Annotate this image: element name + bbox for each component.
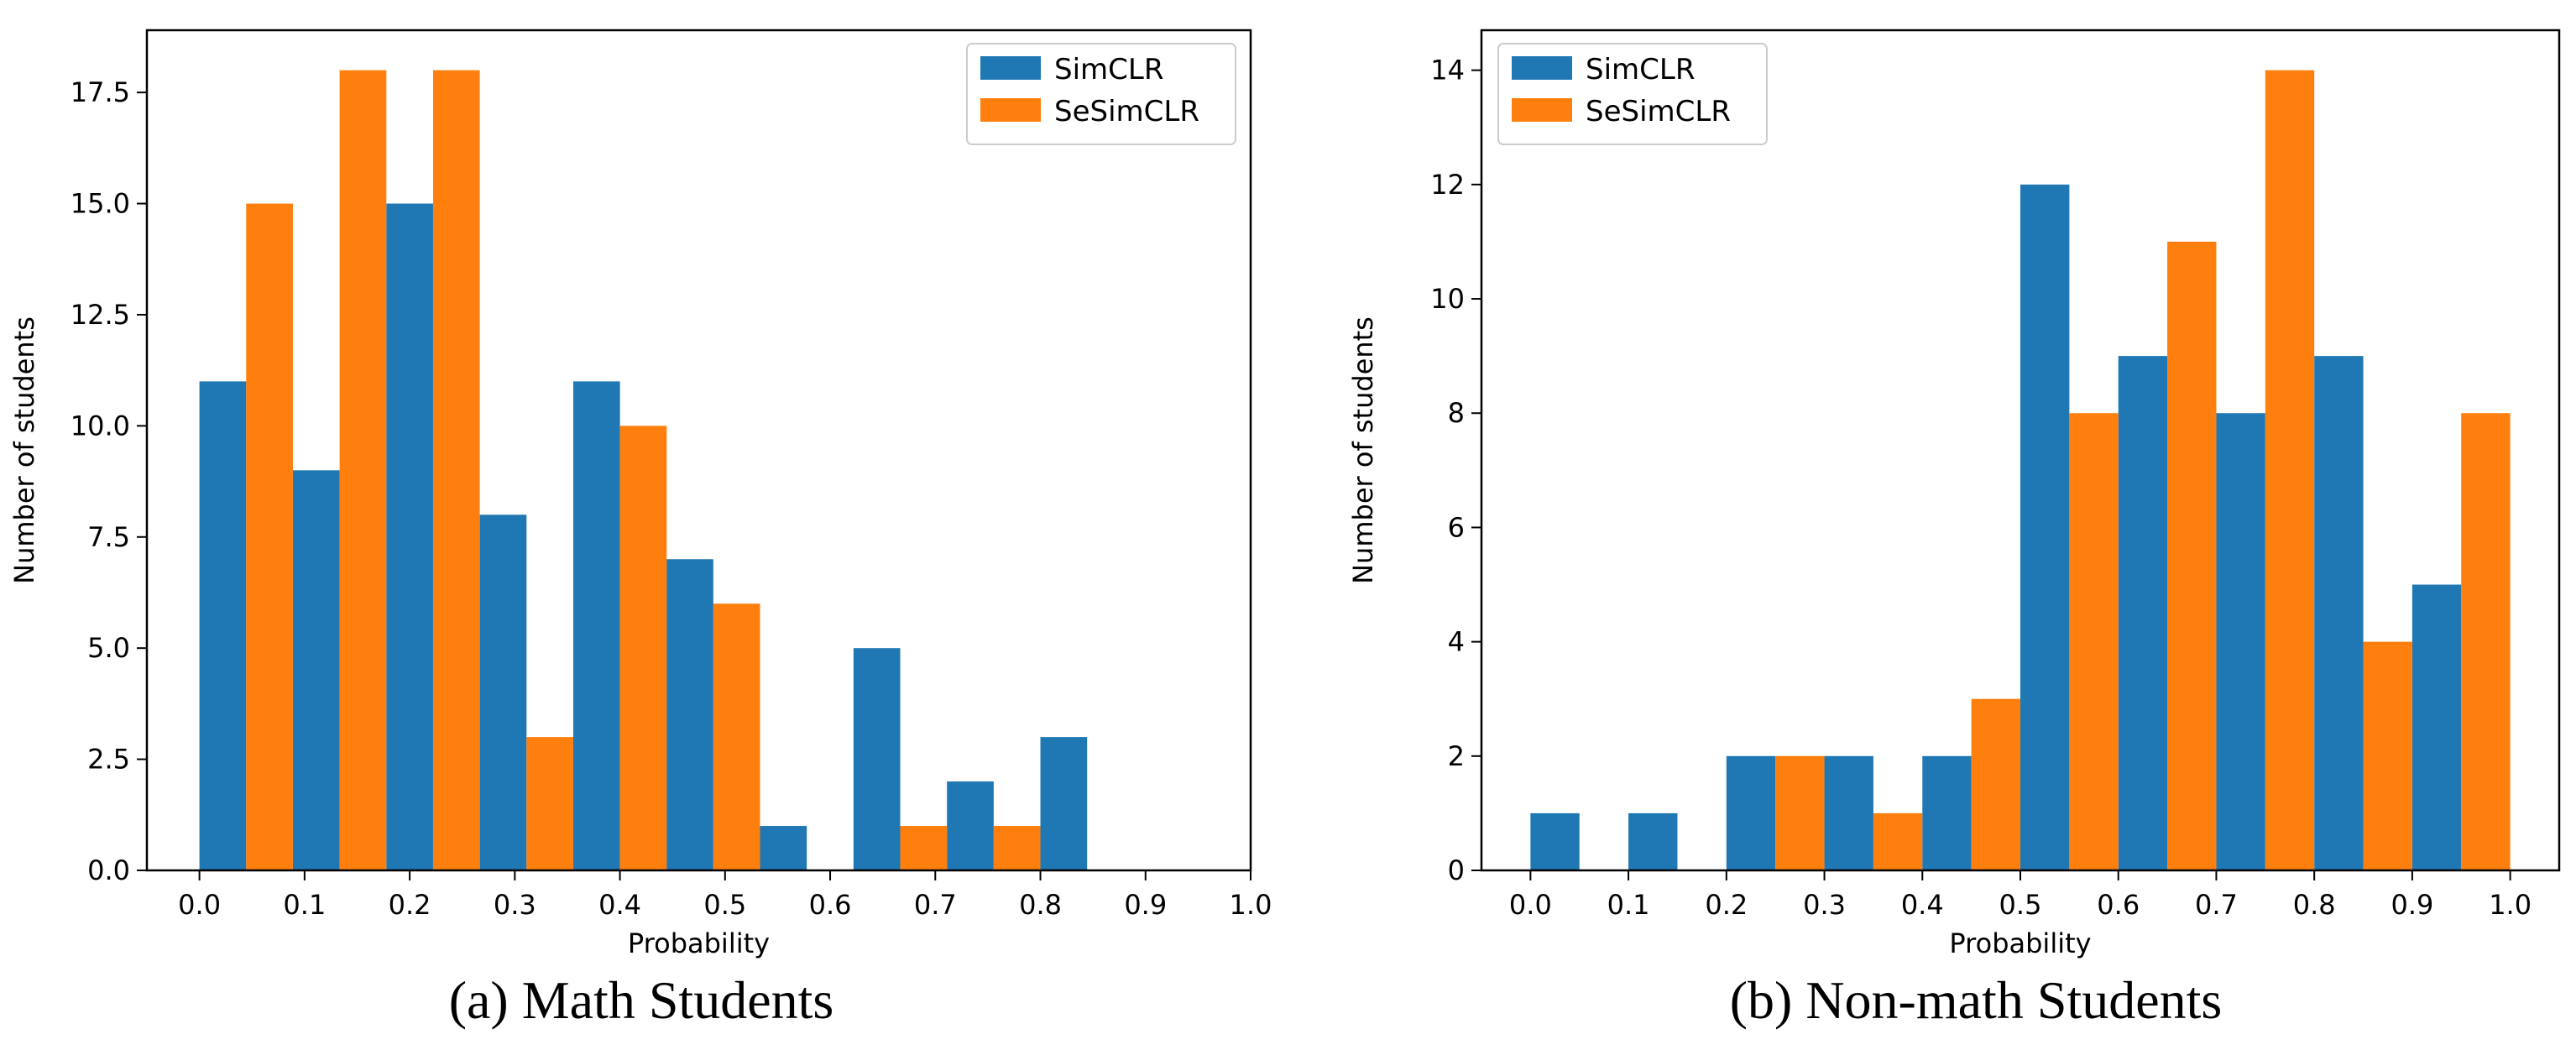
x-axis-label: Probability bbox=[628, 927, 770, 959]
bar-simclr-bin-2 bbox=[1726, 755, 1776, 870]
x-tick-label: 1.0 bbox=[1230, 889, 1272, 921]
bar-sesimclr-bin-9 bbox=[2461, 413, 2511, 870]
bar-simclr-bin-8 bbox=[2314, 356, 2364, 871]
y-tick-label: 5.0 bbox=[87, 632, 130, 664]
x-tick-label: 0.2 bbox=[1705, 889, 1748, 921]
caption-non-math-students: (b) Non-math Students bbox=[1729, 970, 2223, 1030]
x-tick-label: 0.3 bbox=[494, 889, 536, 921]
y-tick-label: 17.5 bbox=[71, 76, 130, 108]
bar-simclr-bin-0 bbox=[1530, 812, 1580, 870]
bar-simclr-bin-3 bbox=[479, 515, 527, 870]
y-tick-label: 15.0 bbox=[71, 188, 130, 220]
x-tick-label: 0.2 bbox=[389, 889, 431, 921]
x-tick-label: 0.9 bbox=[1124, 889, 1167, 921]
y-tick-label: 6 bbox=[1448, 511, 1465, 543]
bar-simclr-bin-4 bbox=[1922, 755, 1972, 870]
bar-simclr-bin-1 bbox=[1628, 812, 1678, 870]
x-tick-label: 1.0 bbox=[2489, 889, 2532, 921]
legend-label-sesimclr: SeSimCLR bbox=[1054, 95, 1199, 128]
y-tick-label: 12.5 bbox=[71, 299, 130, 331]
y-tick-label: 0 bbox=[1448, 854, 1465, 886]
chart-math-students: 0.0 0.1 0.2 0.3 0.4 0.5 0.6 0.7 0.8 0.9 1.0 0.0 2.5 5… bbox=[8, 29, 1272, 959]
y-tick-label: 10.0 bbox=[71, 410, 130, 441]
x-tick-label: 0.6 bbox=[809, 889, 852, 921]
y-tick-label: 12 bbox=[1430, 169, 1465, 201]
axes-frame bbox=[145, 29, 1252, 872]
bar-simclr-bin-7 bbox=[853, 648, 901, 870]
legend-label-simclr: SimCLR bbox=[1054, 53, 1163, 86]
bar-sesimclr-bin-4 bbox=[1971, 698, 2020, 870]
legend-swatch-simclr bbox=[980, 56, 1041, 80]
bar-sesimclr-bin-6 bbox=[2167, 241, 2217, 870]
bar-sesimclr-bin-4 bbox=[619, 426, 667, 870]
bar-sesimclr-bin-7 bbox=[2265, 70, 2315, 870]
legend-label-sesimclr: SeSimCLR bbox=[1586, 95, 1731, 128]
bar-simclr-bin-9 bbox=[1040, 737, 1088, 870]
y-tick-label: 4 bbox=[1448, 626, 1465, 658]
y-axis-label: Number of students bbox=[1347, 316, 1379, 584]
x-tick-label: 0.3 bbox=[1803, 889, 1846, 921]
y-tick-label: 10 bbox=[1430, 283, 1465, 315]
bar-sesimclr-bin-0 bbox=[246, 203, 293, 871]
bar-simclr-bin-0 bbox=[199, 381, 247, 870]
legend-swatch-sesimclr bbox=[980, 98, 1041, 122]
y-tick-label: 2.5 bbox=[87, 744, 130, 776]
bar-simclr-bin-1 bbox=[292, 470, 340, 870]
x-tick-label: 0.5 bbox=[1999, 889, 2042, 921]
bar-sesimclr-bin-2 bbox=[432, 70, 480, 870]
x-axis-label: Probability bbox=[1949, 927, 2091, 959]
x-tick-label: 0.1 bbox=[1607, 889, 1650, 921]
x-tick-label: 0.8 bbox=[2293, 889, 2336, 921]
bar-sesimclr-bin-8 bbox=[2363, 641, 2412, 870]
x-tick-label: 0.9 bbox=[2391, 889, 2433, 921]
bar-sesimclr-bin-3 bbox=[526, 737, 573, 870]
bar-simclr-bin-3 bbox=[1824, 755, 1873, 870]
bar-simclr-bin-7 bbox=[2216, 413, 2265, 870]
bar-sesimclr-bin-5 bbox=[713, 603, 760, 870]
legend-swatch-sesimclr bbox=[1512, 98, 1572, 122]
bar-simclr-bin-6 bbox=[760, 826, 807, 870]
y-tick-label: 7.5 bbox=[87, 521, 130, 553]
chart-non-math-students: 0.0 0.1 0.2 0.3 0.4 0.5 0.6 0.7 0.8 0.9 1.0 0 2 4 6 8 10… bbox=[1347, 29, 2561, 959]
legend-label-simclr: SimCLR bbox=[1586, 53, 1695, 86]
bar-simclr-bin-2 bbox=[386, 203, 433, 871]
bar-sesimclr-bin-5 bbox=[2069, 413, 2119, 870]
y-axis-label: Number of students bbox=[8, 316, 40, 584]
y-tick-label: 14 bbox=[1430, 55, 1465, 86]
x-tick-label: 0.5 bbox=[703, 889, 746, 921]
x-tick-label: 0.0 bbox=[1509, 889, 1552, 921]
bar-simclr-bin-6 bbox=[2118, 356, 2168, 871]
caption-math-students: (a) Math Students bbox=[448, 970, 834, 1030]
x-tick-label: 0.6 bbox=[2097, 889, 2140, 921]
bar-simclr-bin-9 bbox=[2411, 584, 2462, 870]
bar-sesimclr-bin-2 bbox=[1775, 755, 1825, 870]
x-tick-label: 0.0 bbox=[178, 889, 221, 921]
bar-sesimclr-bin-7 bbox=[900, 826, 948, 870]
y-tick-label: 8 bbox=[1448, 397, 1465, 429]
bar-sesimclr-bin-8 bbox=[993, 826, 1041, 870]
bar-simclr-bin-8 bbox=[947, 781, 994, 870]
bar-simclr-bin-5 bbox=[2020, 184, 2070, 870]
y-tick-label: 2 bbox=[1448, 740, 1465, 772]
y-tick-label: 0.0 bbox=[87, 854, 130, 886]
x-tick-label: 0.7 bbox=[914, 889, 957, 921]
x-tick-label: 0.4 bbox=[1901, 889, 1944, 921]
bar-sesimclr-bin-1 bbox=[339, 70, 387, 870]
x-tick-label: 0.1 bbox=[283, 889, 326, 921]
x-tick-label: 0.7 bbox=[2195, 889, 2238, 921]
bar-simclr-bin-4 bbox=[572, 381, 620, 870]
x-tick-label: 0.4 bbox=[598, 889, 641, 921]
bar-sesimclr-bin-3 bbox=[1873, 812, 1923, 870]
x-tick-label: 0.8 bbox=[1019, 889, 1062, 921]
bar-simclr-bin-5 bbox=[666, 559, 713, 870]
legend-swatch-simclr bbox=[1512, 56, 1572, 80]
